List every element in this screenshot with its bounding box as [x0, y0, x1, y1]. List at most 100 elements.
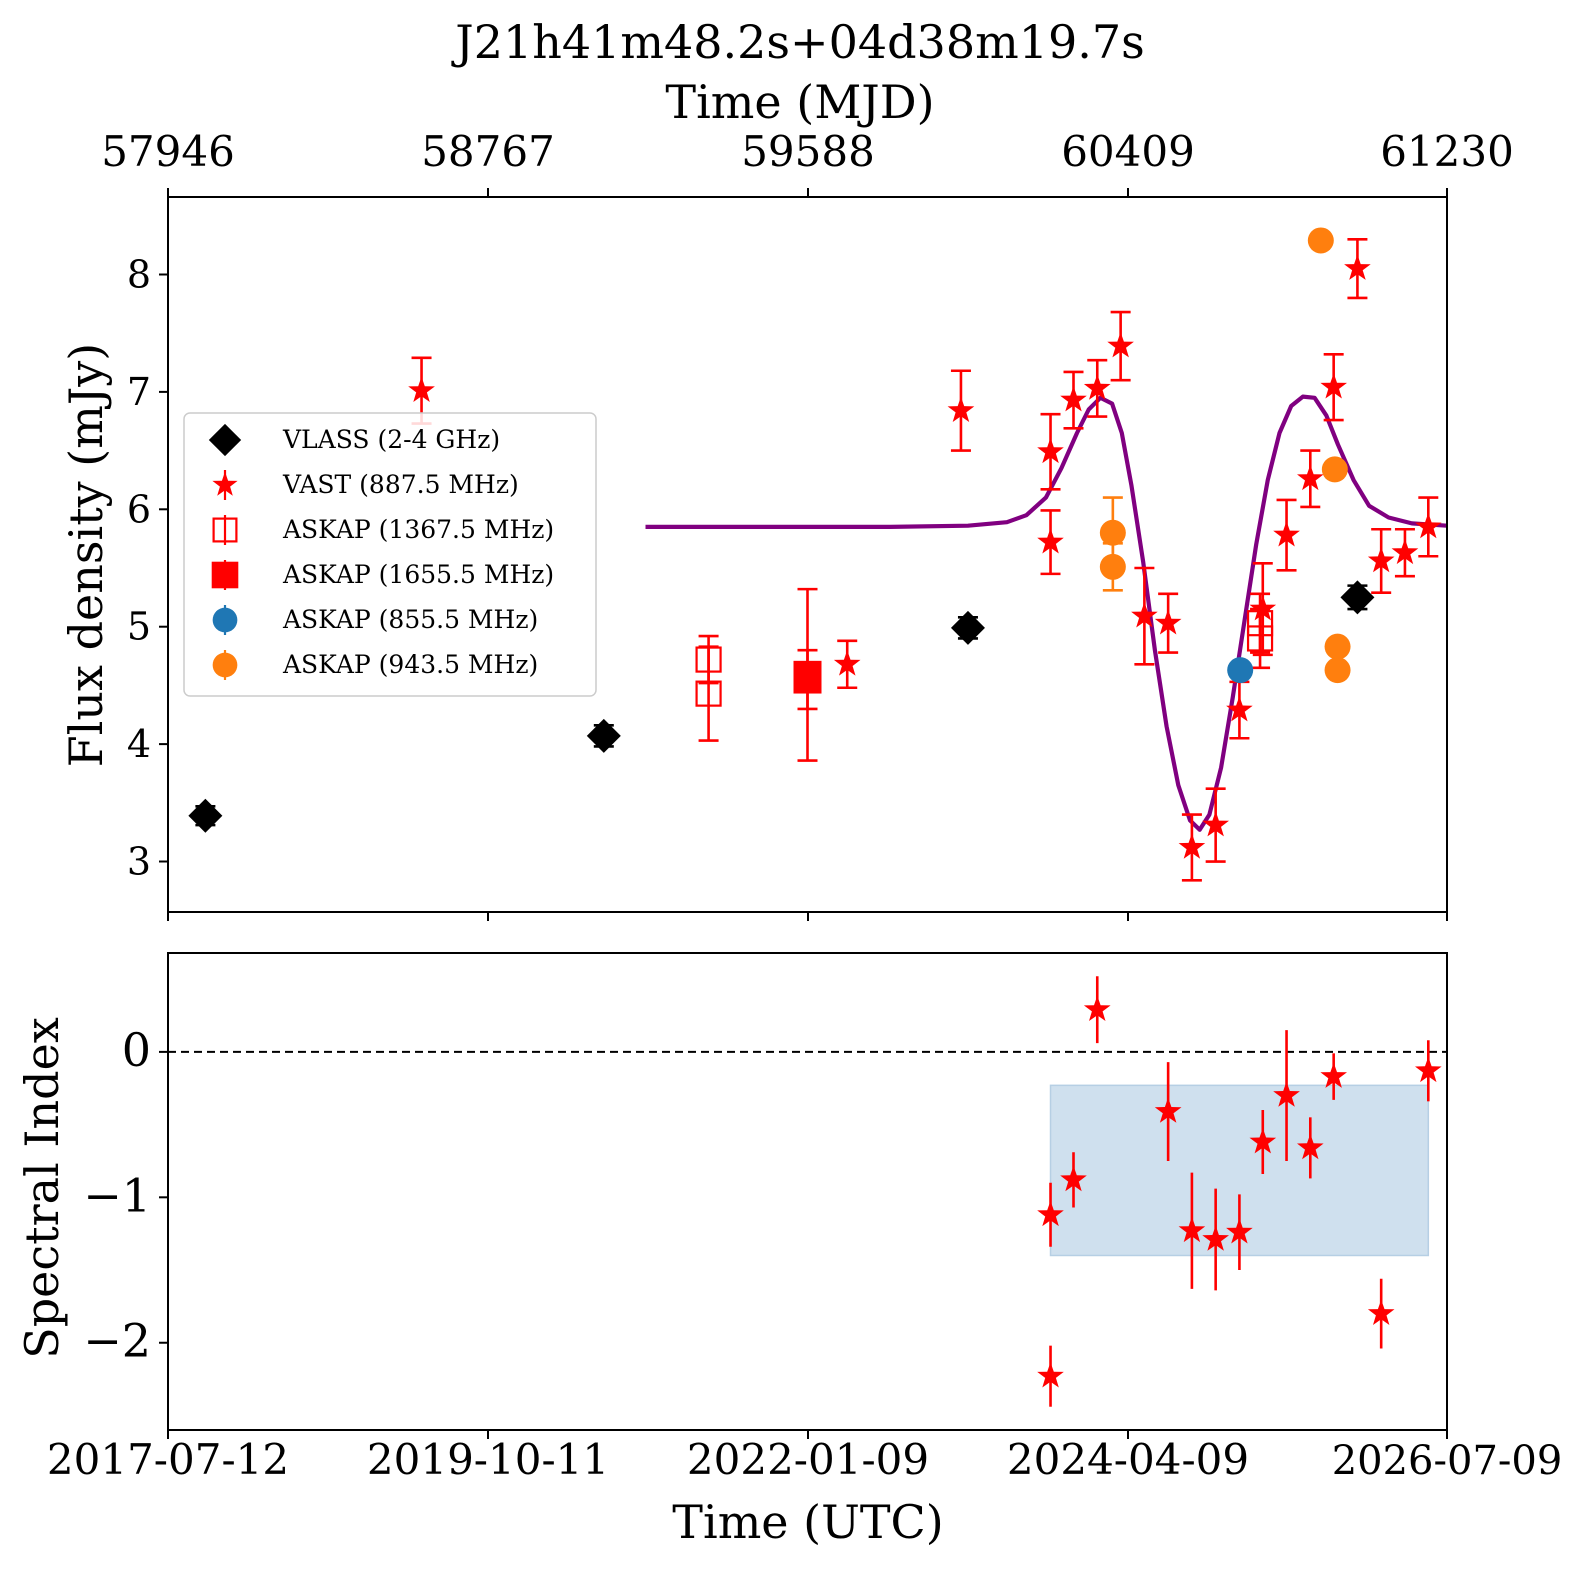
- top-tick-label: 61230: [1380, 127, 1514, 176]
- data-point-diamond: [188, 798, 223, 833]
- data-point-star: [1415, 512, 1442, 539]
- y-tick-label: −1: [83, 1168, 151, 1222]
- data-point-star: [1131, 602, 1158, 628]
- data-point-star: [1249, 1128, 1277, 1154]
- data-point-star: [1367, 547, 1395, 573]
- y-tick-label: −2: [83, 1314, 151, 1368]
- legend-label: VLASS (2-4 GHz): [282, 425, 500, 454]
- bottom-tick-label: 2026-07-09: [1332, 1438, 1563, 1484]
- data-point-star: [1083, 374, 1111, 400]
- spectral-y-axis-label: Spectral Index: [15, 1017, 69, 1359]
- flux-plot-area: [188, 227, 1448, 882]
- top-tick-label: 60409: [1061, 127, 1195, 176]
- legend-label: ASKAP (855.5 MHz): [282, 605, 538, 634]
- legend-marker: [212, 652, 238, 678]
- y-tick-label: 5: [127, 605, 151, 649]
- data-point-star: [833, 650, 861, 676]
- data-point-star: [1391, 538, 1419, 565]
- legend-marker: [212, 517, 238, 543]
- data-point-star: [408, 376, 435, 402]
- legend-marker-square: [211, 560, 239, 590]
- bottom-tick-label: 2019-10-11: [367, 1435, 609, 1484]
- data-point-star: [1344, 254, 1371, 280]
- data-point-star: [1037, 1362, 1064, 1388]
- data-point-star: [1273, 1081, 1300, 1107]
- data-point-diamond: [950, 610, 985, 645]
- spectral-axis-ticks: 0 −1 −2: [83, 1023, 1448, 1439]
- flux-panel: 3 4 5 6 7 8 Flux density (mJy) VLASS (2-4 GHz…: [59, 188, 1448, 921]
- legend-marker-orange-circle: [212, 650, 238, 680]
- data-point-circle: [1099, 519, 1126, 546]
- top-tick-label: 58767: [421, 127, 555, 176]
- y-tick-label: 3: [127, 840, 151, 884]
- data-point-star: [1154, 1097, 1182, 1123]
- legend-marker: [208, 423, 242, 457]
- top-axis-tick-labels: 57946 58767 59588 60409 61230: [101, 127, 1514, 176]
- chart-title: J21h41m48.2s+04d38m19.7s: [451, 15, 1144, 69]
- legend-marker: [212, 607, 238, 633]
- legend-marker-star: [212, 470, 238, 500]
- data-point-circle: [1321, 456, 1348, 483]
- data-point-star: [1037, 528, 1064, 554]
- data-point-square: [793, 665, 822, 694]
- data-point-circle: [1099, 553, 1126, 580]
- data-point-star: [1202, 1225, 1229, 1251]
- data-point-star: [1249, 595, 1277, 621]
- data-point-star: [1367, 1299, 1395, 1325]
- legend-entry-vast: VAST (887.5 MHz): [212, 470, 519, 500]
- data-point-star: [1415, 1056, 1442, 1083]
- legend-entry-askap-855: ASKAP (855.5 MHz): [212, 605, 538, 635]
- data-point-star: [1060, 386, 1087, 412]
- y-tick-label: 6: [127, 487, 151, 531]
- data-point-circle: [1307, 227, 1334, 254]
- data-point-star: [947, 396, 975, 422]
- bottom-tick-label: 2017-07-12: [47, 1435, 289, 1484]
- bottom-tick-label: 2022-01-09: [687, 1435, 929, 1484]
- data-point-diamond: [586, 718, 621, 753]
- legend-box: [183, 412, 597, 697]
- data-point-star: [1037, 1200, 1064, 1227]
- data-point-circle: [1227, 657, 1254, 684]
- legend-marker-blue-circle: [212, 605, 238, 635]
- data-point-circle: [1324, 633, 1351, 660]
- data-point-open-square: [695, 680, 722, 707]
- legend-marker: [211, 561, 239, 589]
- data-point-star: [1154, 609, 1182, 635]
- y-tick-label: 4: [127, 722, 151, 766]
- data-point-star: [1178, 1216, 1206, 1243]
- data-point-star: [1226, 696, 1253, 722]
- y-tick-label: 0: [122, 1023, 151, 1077]
- top-axis-label: Time (MJD): [665, 75, 934, 129]
- legend-label: ASKAP (943.5 MHz): [282, 650, 538, 679]
- legend-marker-open-square: [212, 515, 238, 545]
- y-tick-label: 8: [127, 252, 151, 296]
- data-point-star: [1037, 437, 1064, 464]
- legend-marker: [212, 471, 238, 496]
- y-tick-label: 7: [127, 370, 151, 414]
- legend-entry-vlass: VLASS (2-4 GHz): [208, 423, 500, 457]
- data-point-star: [1273, 521, 1300, 547]
- legend-label: ASKAP (1655.5 MHz): [282, 560, 554, 589]
- bottom-tick-label: 2024-04-09: [1007, 1435, 1249, 1484]
- model-curve: [645, 394, 1448, 832]
- data-point-circle: [1324, 657, 1351, 684]
- data-point-star: [1107, 332, 1134, 358]
- legend-entry-askap-1367: ASKAP (1367.5 MHz): [212, 515, 554, 545]
- data-point-star: [1060, 1165, 1087, 1192]
- data-point-star: [1320, 1062, 1347, 1088]
- legend-marker-diamond: [208, 423, 242, 457]
- data-point-open-square: [1246, 610, 1274, 637]
- data-point-diamond: [1340, 580, 1375, 615]
- data-point-star: [1320, 373, 1347, 399]
- data-point-star: [1226, 1218, 1253, 1244]
- bottom-axis-label: Time (UTC): [672, 1495, 943, 1549]
- spectral-index-panel: 0 −1 −2 Spectral Index: [15, 952, 1448, 1439]
- data-point-star: [1083, 995, 1111, 1021]
- data-point-star: [1297, 464, 1324, 491]
- top-tick-label: 57946: [101, 127, 235, 176]
- top-tick-label: 59588: [741, 127, 875, 176]
- flux-y-axis-label: Flux density (mJy): [59, 343, 113, 767]
- spectral-plot-area: [168, 976, 1447, 1407]
- legend-label: VAST (887.5 MHz): [282, 470, 519, 499]
